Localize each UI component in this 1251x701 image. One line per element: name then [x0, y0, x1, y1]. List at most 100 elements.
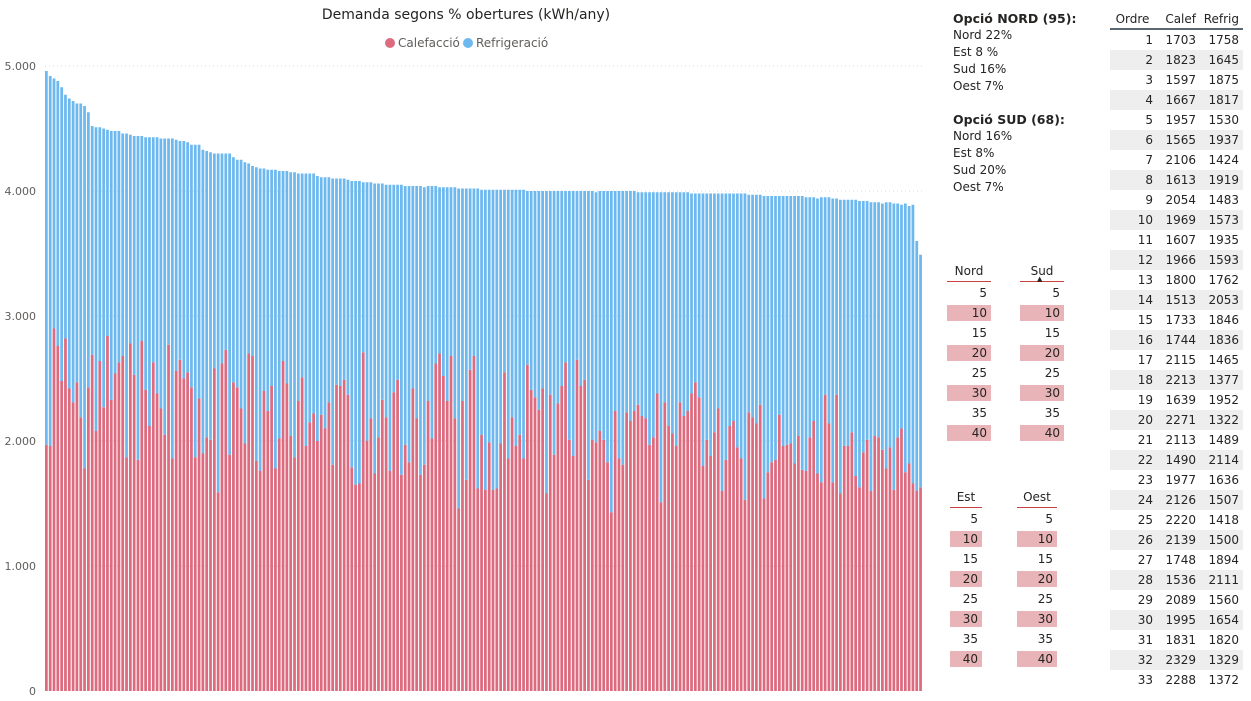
bar-refrigeracio[interactable]	[587, 191, 590, 480]
bar-refrigeracio[interactable]	[155, 137, 159, 394]
slicer-item-oest[interactable]: 15	[1037, 552, 1053, 566]
bar-calefaccio[interactable]	[274, 468, 277, 692]
table-row[interactable]: 9 2054 1483	[1110, 190, 1243, 210]
bar-calefaccio[interactable]	[79, 417, 83, 691]
bar-calefaccio[interactable]	[377, 437, 380, 691]
bar-calefaccio[interactable]	[239, 408, 243, 692]
bar-refrigeracio[interactable]	[277, 171, 281, 439]
bar-refrigeracio[interactable]	[609, 191, 613, 513]
bar-calefaccio[interactable]	[525, 364, 529, 691]
bar-calefaccio[interactable]	[178, 359, 182, 691]
bar-refrigeracio[interactable]	[865, 201, 869, 440]
bar-calefaccio[interactable]	[434, 363, 438, 692]
bar-calefaccio[interactable]	[182, 378, 186, 692]
table-row[interactable]: 15 1733 1846	[1110, 310, 1243, 330]
bar-refrigeracio[interactable]	[411, 186, 415, 389]
bar-calefaccio[interactable]	[499, 443, 503, 692]
bar-calefaccio[interactable]	[296, 401, 300, 691]
bar-calefaccio[interactable]	[148, 426, 151, 691]
slicer-item-oest[interactable]: 5	[1045, 512, 1053, 526]
table-row[interactable]: 16 1744 1836	[1110, 330, 1243, 350]
bar-calefaccio[interactable]	[560, 386, 564, 691]
bar-calefaccio[interactable]	[724, 459, 728, 691]
bar-calefaccio[interactable]	[98, 361, 102, 691]
bar-calefaccio[interactable]	[159, 408, 163, 692]
bar-refrigeracio[interactable]	[884, 202, 888, 469]
bar-refrigeracio[interactable]	[755, 194, 758, 424]
bar-calefaccio[interactable]	[548, 394, 552, 691]
bar-calefaccio[interactable]	[83, 468, 86, 692]
slicer-item-nord[interactable]: 5	[979, 286, 987, 300]
bar-calefaccio[interactable]	[220, 363, 224, 692]
bar-refrigeracio[interactable]	[579, 191, 583, 386]
bar-calefaccio[interactable]	[197, 398, 201, 692]
bar-refrigeracio[interactable]	[170, 138, 174, 459]
slicer-item-nord[interactable]: 25	[971, 366, 987, 380]
table-row[interactable]: 1 1703 1758	[1110, 30, 1243, 50]
bar-refrigeracio[interactable]	[716, 193, 720, 409]
bar-refrigeracio[interactable]	[289, 172, 293, 436]
bar-refrigeracio[interactable]	[850, 199, 854, 433]
bar-refrigeracio[interactable]	[762, 196, 766, 499]
bar-refrigeracio[interactable]	[606, 191, 609, 463]
bar-calefaccio[interactable]	[728, 426, 732, 691]
bar-calefaccio[interactable]	[705, 439, 709, 691]
table-row[interactable]: 31 1831 1820	[1110, 630, 1243, 650]
table-row[interactable]: 17 2115 1465	[1110, 350, 1243, 370]
table-row[interactable]: 18 2213 1377	[1110, 370, 1243, 390]
bar-refrigeracio[interactable]	[94, 127, 98, 431]
bar-calefaccio[interactable]	[212, 368, 216, 692]
bar-refrigeracio[interactable]	[881, 203, 884, 450]
bar-refrigeracio[interactable]	[888, 202, 892, 448]
bar-refrigeracio[interactable]	[464, 188, 468, 480]
bar-refrigeracio[interactable]	[529, 191, 533, 390]
bar-refrigeracio[interactable]	[75, 103, 79, 383]
bar-calefaccio[interactable]	[232, 382, 235, 691]
bar-refrigeracio[interactable]	[522, 189, 525, 459]
bar-refrigeracio[interactable]	[132, 136, 136, 375]
bar-calefaccio[interactable]	[537, 409, 541, 691]
bar-calefaccio[interactable]	[808, 437, 812, 691]
bar-refrigeracio[interactable]	[224, 153, 228, 350]
bar-refrigeracio[interactable]	[140, 136, 144, 341]
bar-refrigeracio[interactable]	[816, 198, 819, 474]
bar-calefaccio[interactable]	[644, 418, 648, 692]
bar-refrigeracio[interactable]	[239, 159, 243, 409]
bar-refrigeracio[interactable]	[476, 188, 480, 489]
bar-calefaccio[interactable]	[747, 412, 751, 691]
bar-refrigeracio[interactable]	[113, 131, 117, 374]
bar-calefaccio[interactable]	[247, 353, 251, 692]
bar-calefaccio[interactable]	[716, 408, 720, 692]
table-row[interactable]: 23 1977 1636	[1110, 470, 1243, 490]
bar-refrigeracio[interactable]	[136, 136, 140, 460]
bar-refrigeracio[interactable]	[472, 188, 476, 357]
bar-calefaccio[interactable]	[60, 381, 64, 691]
bar-calefaccio[interactable]	[90, 354, 94, 691]
bar-calefaccio[interactable]	[67, 388, 71, 692]
bar-calefaccio[interactable]	[484, 489, 487, 691]
bar-calefaccio[interactable]	[52, 328, 56, 692]
bar-calefaccio[interactable]	[655, 393, 659, 692]
bar-refrigeracio[interactable]	[831, 198, 835, 483]
bar-refrigeracio[interactable]	[533, 191, 537, 398]
bar-refrigeracio[interactable]	[812, 197, 816, 421]
slicer-item-oest[interactable]: 20	[1017, 571, 1057, 587]
bar-refrigeracio[interactable]	[56, 81, 60, 346]
bar-refrigeracio[interactable]	[571, 191, 575, 456]
table-row[interactable]: 33 2288 1372	[1110, 670, 1243, 690]
bar-refrigeracio[interactable]	[453, 187, 457, 419]
bar-calefaccio[interactable]	[816, 473, 819, 692]
bar-refrigeracio[interactable]	[373, 183, 377, 474]
bar-refrigeracio[interactable]	[369, 182, 373, 419]
bar-refrigeracio[interactable]	[785, 196, 789, 445]
bar-calefaccio[interactable]	[128, 343, 132, 692]
bar-refrigeracio[interactable]	[789, 196, 793, 444]
bar-refrigeracio[interactable]	[178, 141, 182, 360]
bar-calefaccio[interactable]	[529, 389, 533, 691]
bar-calefaccio[interactable]	[323, 428, 327, 692]
bar-refrigeracio[interactable]	[842, 199, 846, 446]
bar-refrigeracio[interactable]	[392, 184, 396, 393]
bar-calefaccio[interactable]	[789, 443, 793, 692]
bar-calefaccio[interactable]	[804, 471, 808, 691]
bar-refrigeracio[interactable]	[90, 126, 94, 355]
